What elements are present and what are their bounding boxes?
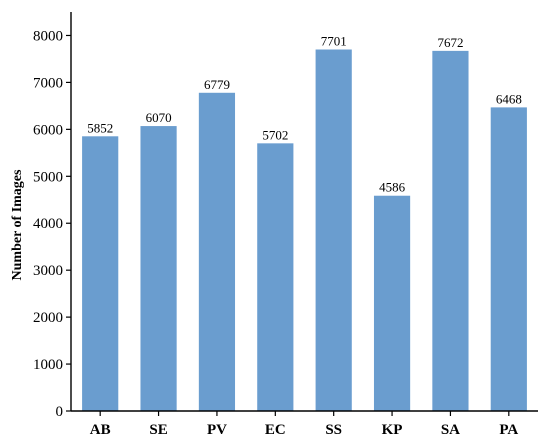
y-tick-label: 1000 bbox=[33, 357, 63, 373]
bar-kp bbox=[373, 195, 411, 411]
y-tick-label: 7000 bbox=[33, 75, 63, 91]
x-tick-label-sa: SA bbox=[441, 422, 460, 438]
data-labels-group: 5852 6070 6779 5702 7701 4586 7672 6468 bbox=[87, 34, 522, 195]
data-label-ab: 5852 bbox=[87, 120, 113, 135]
y-tick-label: 8000 bbox=[33, 28, 63, 44]
x-tick-label-pa: PA bbox=[499, 422, 518, 438]
y-tick-label: 5000 bbox=[33, 169, 63, 185]
bar-sa bbox=[432, 50, 469, 411]
x-tick-label-pv: PV bbox=[207, 422, 227, 438]
x-ticks-group: AB SE PV EC SS KP SA PA bbox=[90, 411, 518, 438]
y-tick-label: 3000 bbox=[33, 263, 63, 279]
y-axis-title: Number of Images bbox=[10, 169, 25, 281]
bar-ab bbox=[82, 136, 119, 411]
data-label-ec: 5702 bbox=[262, 127, 288, 142]
x-tick-label-ss: SS bbox=[325, 422, 342, 438]
bars-group bbox=[82, 49, 527, 412]
data-label-pv: 6779 bbox=[204, 77, 230, 92]
data-label-ss: 7701 bbox=[321, 34, 347, 49]
bar-ec bbox=[257, 143, 294, 411]
x-tick-label-kp: KP bbox=[382, 422, 403, 438]
data-label-se: 6070 bbox=[146, 110, 172, 125]
y-ticks-group: 0 1000 2000 3000 4000 5000 6000 7000 8000 bbox=[33, 28, 71, 420]
data-label-sa: 7672 bbox=[437, 35, 463, 50]
y-tick-label: 4000 bbox=[33, 216, 63, 232]
x-tick-label-ec: EC bbox=[265, 422, 286, 438]
bar-se bbox=[140, 126, 177, 411]
x-tick-label-se: SE bbox=[149, 422, 167, 438]
bar-ss bbox=[315, 49, 352, 411]
bar-pv bbox=[198, 92, 236, 411]
x-tick-label-ab: AB bbox=[90, 422, 111, 438]
y-tick-label: 0 bbox=[56, 404, 64, 420]
bar-pa bbox=[490, 107, 527, 412]
data-label-kp: 4586 bbox=[379, 180, 406, 195]
y-tick-label: 6000 bbox=[33, 122, 63, 138]
data-label-pa: 6468 bbox=[496, 91, 522, 106]
y-tick-label: 2000 bbox=[33, 310, 63, 326]
axes-group bbox=[70, 12, 538, 412]
